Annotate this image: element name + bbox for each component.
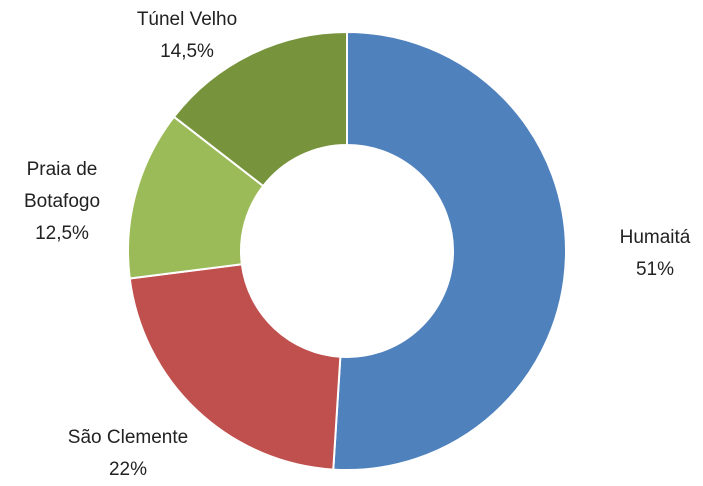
value-label: 14,5%: [160, 41, 214, 62]
slice-label: São Clemente 22%: [38, 422, 218, 486]
slice-label: Túnel Velho 14,5%: [112, 4, 262, 68]
donut-slice: [332, 30, 567, 471]
category-label: Humaitá: [619, 227, 691, 248]
value-label: 22%: [108, 459, 148, 480]
category-label: Túnel Velho: [136, 9, 238, 30]
donut-slice: [172, 30, 348, 188]
value-label: 12,5%: [35, 223, 89, 244]
category-label: Praia de Botafogo: [23, 159, 101, 212]
value-label: 51%: [635, 259, 675, 280]
donut-slice: [128, 263, 342, 471]
slice-label: Praia de Botafogo 12,5%: [7, 154, 117, 250]
category-label: São Clemente: [67, 427, 189, 448]
slice-label: Humaitá 51%: [595, 222, 703, 286]
